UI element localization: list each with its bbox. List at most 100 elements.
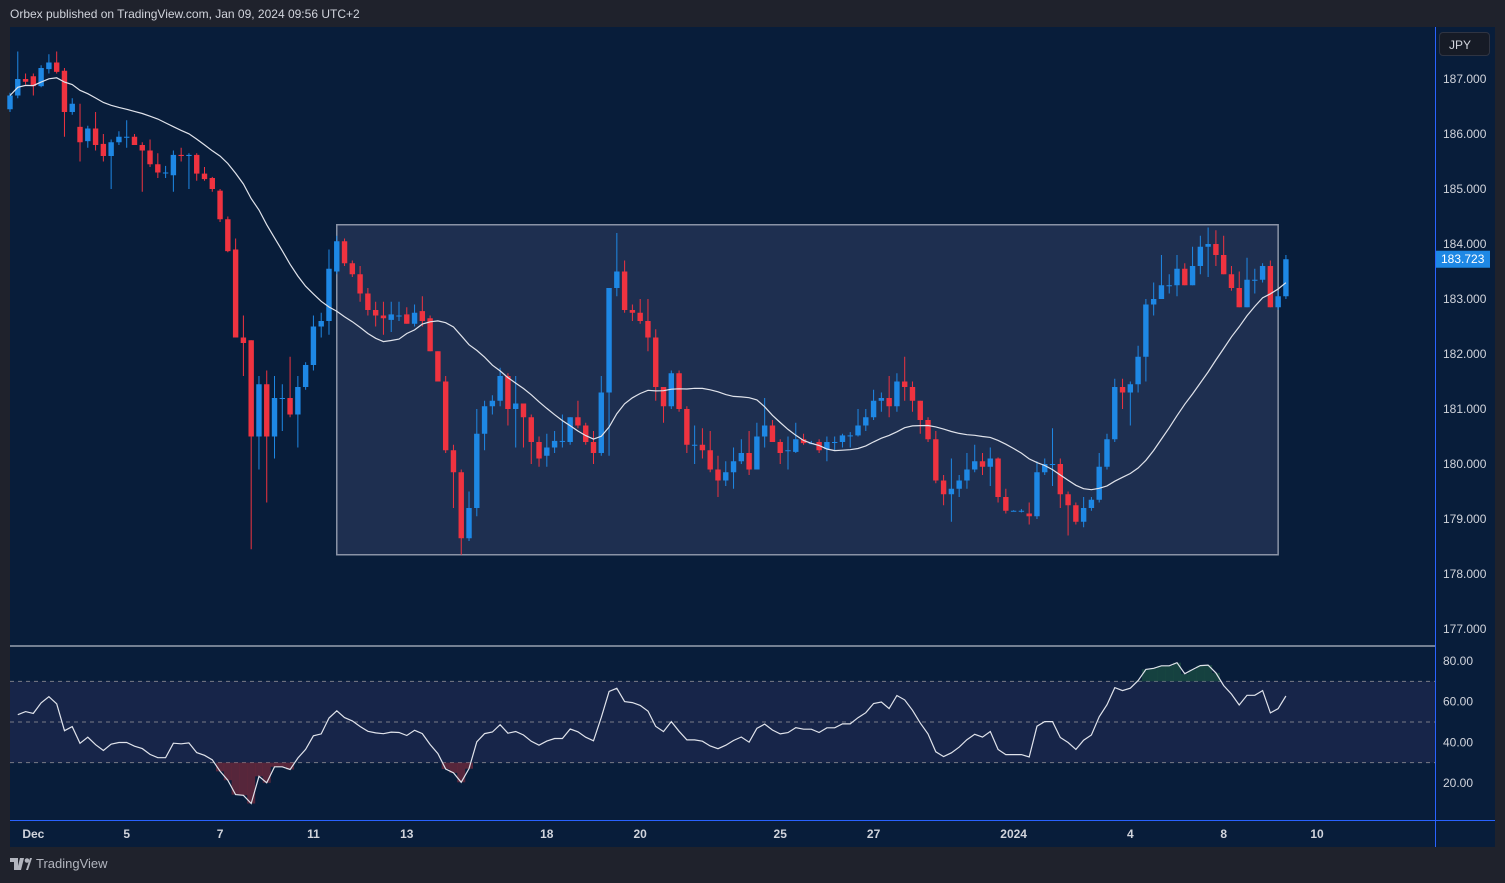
candle	[979, 453, 986, 475]
candle	[551, 431, 558, 453]
candle	[1236, 271, 1242, 308]
candle-body	[162, 172, 169, 174]
candle	[972, 444, 978, 473]
candle	[334, 235, 340, 275]
candle	[404, 307, 410, 324]
candle-body	[870, 400, 877, 418]
candle	[92, 112, 99, 151]
moving-average-line	[9, 77, 1287, 491]
candle	[264, 370, 270, 503]
candle	[637, 299, 643, 324]
candle	[1220, 235, 1227, 275]
time-tick-label: 18	[540, 827, 554, 841]
candle	[326, 249, 332, 335]
candle	[933, 431, 939, 484]
candle	[1112, 378, 1118, 442]
candle	[800, 433, 807, 445]
candle	[209, 176, 215, 192]
price-axis[interactable]: 187.000 186.000 185.000 184.000 183.000 182.0…	[1443, 72, 1487, 636]
candle-body	[831, 442, 838, 443]
candle	[987, 447, 993, 486]
candle-body	[1065, 494, 1071, 506]
candle-body	[388, 314, 394, 320]
candle-body	[1034, 472, 1040, 517]
candle	[341, 238, 348, 266]
candle-body	[730, 461, 737, 473]
candle	[645, 299, 651, 352]
candle	[621, 260, 628, 313]
candle-body	[1220, 255, 1227, 275]
candle	[1166, 274, 1172, 294]
candle-body	[956, 480, 962, 489]
time-tick-label: Dec	[22, 827, 44, 841]
candle-body	[372, 310, 379, 316]
candle-body	[186, 154, 192, 156]
candle-body	[1119, 387, 1126, 393]
brand-name: TradingView	[36, 856, 108, 871]
candle	[1205, 227, 1211, 277]
candle	[956, 475, 962, 497]
candle-body	[194, 154, 200, 174]
candle-body	[77, 126, 83, 143]
candle-body	[1010, 510, 1017, 512]
candle-body	[380, 315, 387, 319]
candle	[69, 98, 75, 115]
candle-body	[201, 173, 208, 180]
candle-body	[1244, 279, 1250, 308]
candle-body	[232, 249, 239, 338]
candle-body	[435, 351, 441, 382]
candle-body	[318, 321, 324, 327]
candle	[1244, 257, 1250, 308]
last-price-text: 183.723	[1441, 252, 1485, 266]
candle-body	[22, 79, 29, 82]
publish-info: Orbex published on TradingView.com, Jan …	[10, 7, 360, 21]
candle-body	[699, 444, 706, 451]
currency-button[interactable]: JPY	[1439, 32, 1490, 56]
time-axis[interactable]: Dec 5 7 11 13 18 20 25 27 2024 4 8 10	[22, 827, 1324, 841]
candle-body	[466, 508, 472, 539]
candle-body	[575, 417, 581, 426]
candle	[831, 436, 838, 451]
candle-body	[147, 150, 153, 165]
candle	[940, 475, 947, 506]
candle	[746, 431, 752, 475]
candle	[1189, 246, 1196, 286]
candle-body	[606, 288, 612, 393]
time-tick-label: 25	[774, 827, 788, 841]
rsi-axis[interactable]: 80.00 60.00 40.00 20.00	[1443, 654, 1473, 790]
candle	[925, 417, 931, 442]
candle-body	[528, 417, 534, 442]
candle-body	[411, 312, 418, 324]
candle-body	[660, 387, 667, 407]
candle-body	[979, 461, 986, 467]
candle	[1150, 282, 1157, 316]
candle-body	[139, 145, 145, 151]
candle	[248, 340, 254, 550]
candle	[380, 301, 387, 335]
candle	[287, 356, 293, 418]
candle-body	[442, 381, 449, 451]
candle	[162, 165, 169, 178]
candle-body	[614, 271, 620, 288]
candle-body	[855, 425, 861, 436]
time-tick-label: 2024	[1000, 827, 1027, 841]
candle-body	[209, 178, 215, 189]
candle-body	[598, 392, 604, 453]
candle	[295, 376, 301, 448]
candle	[894, 373, 900, 412]
footer-brand: TradingView	[10, 856, 108, 871]
candle	[1127, 381, 1134, 426]
candle	[598, 376, 604, 456]
candle-body	[116, 136, 122, 143]
candle-body	[637, 312, 643, 321]
candle	[240, 315, 247, 376]
candle	[1073, 502, 1079, 525]
candle	[1088, 497, 1095, 511]
candle	[318, 312, 324, 338]
candle-body	[124, 136, 130, 138]
candle	[738, 439, 745, 464]
candle-body	[1182, 268, 1188, 286]
candle-body	[489, 400, 496, 407]
candle-body	[629, 310, 636, 313]
